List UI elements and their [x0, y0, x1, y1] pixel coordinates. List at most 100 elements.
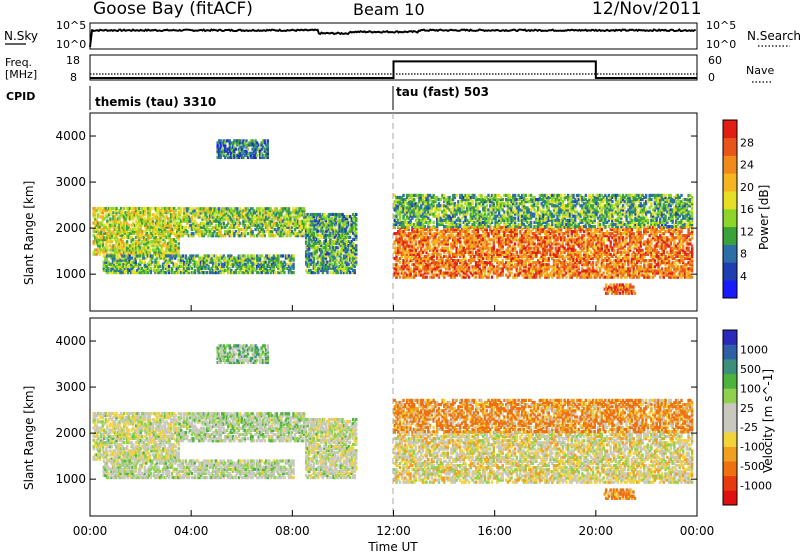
power-cell [281, 209, 285, 213]
power-cell [144, 213, 147, 217]
power-cell [405, 265, 409, 269]
power-cell [397, 246, 400, 250]
power-cell [169, 225, 173, 229]
power-cell [237, 213, 241, 217]
power-cell [338, 268, 341, 273]
power-cell [255, 211, 259, 215]
power-cell [255, 219, 259, 223]
power-cell [421, 267, 425, 271]
power-cell [118, 219, 121, 223]
power-cell [246, 256, 250, 260]
power-cell [208, 211, 212, 215]
power-cell [227, 207, 230, 211]
power-cell [186, 260, 189, 264]
power-cell [281, 225, 285, 230]
power-cell [423, 240, 426, 244]
power-cell [230, 258, 233, 262]
power-cell [341, 250, 344, 254]
power-cell [160, 206, 164, 211]
power-cell [277, 266, 280, 271]
power-cell [473, 267, 476, 271]
power-cell [152, 266, 156, 271]
power-cell [400, 229, 403, 234]
power-cell [249, 258, 253, 262]
power-cell [271, 234, 274, 238]
power-cell [157, 242, 161, 246]
power-cell [115, 248, 118, 252]
power-cell [136, 211, 139, 215]
power-cell [338, 219, 341, 223]
power-cell [329, 217, 332, 221]
power-cell [107, 229, 111, 233]
power-cell [205, 225, 209, 230]
power-cell [139, 211, 142, 215]
power-cell [139, 221, 142, 225]
power-cell [198, 256, 201, 260]
power-cell [242, 219, 245, 223]
power-cell [140, 266, 143, 271]
power-cell [152, 262, 156, 266]
power-cell [332, 246, 335, 250]
power-cell [409, 236, 412, 240]
power-cell [142, 248, 146, 252]
power-cell [207, 209, 210, 213]
power-cell [321, 268, 325, 273]
power-cell [345, 262, 349, 266]
power-cell [278, 221, 282, 225]
power-cell [420, 234, 423, 238]
power-cell [255, 270, 259, 275]
power-cell [315, 219, 319, 223]
power-cell [217, 225, 221, 230]
power-cell [414, 250, 418, 254]
power-cell [221, 256, 224, 260]
power-cell [265, 262, 268, 266]
power-cell [205, 221, 209, 225]
power-cell [190, 232, 194, 236]
power-cell [266, 223, 269, 227]
power-cell [119, 262, 122, 266]
power-cell [187, 268, 191, 273]
power-cell [306, 256, 309, 260]
power-cell [277, 211, 280, 215]
power-cell [106, 240, 109, 244]
power-cell [344, 256, 347, 260]
power-cell [260, 209, 263, 213]
power-cell [393, 250, 396, 254]
power-cell [172, 250, 176, 254]
power-cell [239, 256, 242, 260]
power-cell [341, 241, 344, 246]
power-cell [169, 229, 173, 233]
power-cell [272, 211, 276, 215]
power-cell [130, 240, 133, 244]
power-cell [428, 229, 432, 234]
power-cell [92, 233, 95, 238]
power-cell [219, 266, 222, 271]
power-cell [292, 266, 295, 271]
power-cell [338, 260, 341, 264]
power-cell [425, 227, 428, 232]
power-cell [414, 261, 418, 265]
power-cell [513, 242, 517, 246]
power-cell [153, 233, 156, 238]
power-cell [122, 266, 125, 271]
power-cell [175, 227, 179, 231]
power-cell [455, 248, 458, 252]
power-cell [120, 256, 124, 260]
power-cell [110, 206, 114, 211]
power-cell [402, 242, 405, 246]
power-cell [414, 229, 418, 234]
power-cell [352, 270, 355, 275]
power-cell [404, 248, 407, 252]
power-cell [446, 234, 450, 238]
power-cell [116, 268, 119, 273]
power-cell [255, 223, 259, 227]
power-cell [95, 223, 98, 227]
power-cell [168, 240, 171, 244]
power-cell [412, 267, 416, 271]
power-cell [135, 248, 138, 252]
power-cell [404, 244, 407, 248]
power-cell [405, 275, 409, 279]
power-cell [230, 211, 233, 215]
power-cell [100, 229, 103, 233]
power-cell [404, 261, 407, 265]
